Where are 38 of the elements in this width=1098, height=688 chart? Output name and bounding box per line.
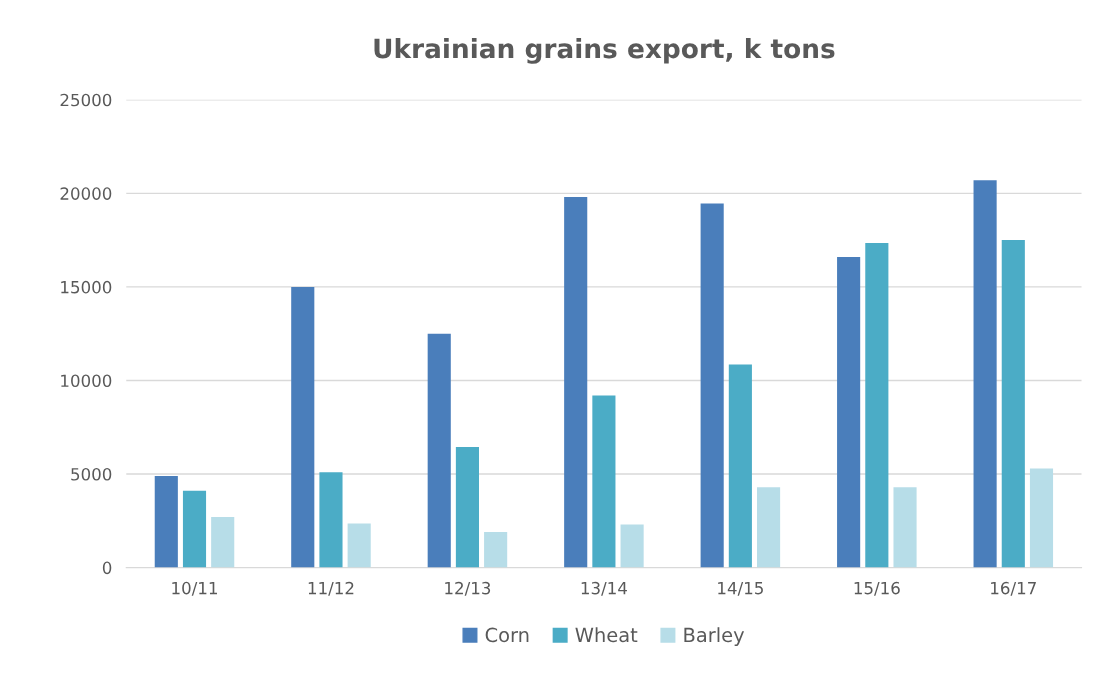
y-tick-label: 20000 xyxy=(60,187,112,200)
bar xyxy=(319,472,343,568)
bar xyxy=(865,242,889,568)
x-tick-label: 11/12 xyxy=(308,581,354,596)
bar xyxy=(182,490,207,568)
bar xyxy=(973,180,997,568)
bar xyxy=(427,333,451,568)
x-tick-label: 14/15 xyxy=(718,582,763,596)
y-tick-label: 25000 xyxy=(60,93,112,107)
bar xyxy=(455,446,479,568)
bar xyxy=(1029,468,1054,568)
bar xyxy=(620,524,644,568)
bar xyxy=(700,203,724,568)
chart-title: Ukrainian grains export, k tons xyxy=(374,38,835,64)
bar xyxy=(757,487,781,568)
legend-label: Barley xyxy=(684,627,745,647)
bar xyxy=(211,517,235,568)
bar xyxy=(564,197,588,568)
y-tick-label: 5000 xyxy=(71,467,112,481)
x-tick-label: 10/11 xyxy=(172,581,217,596)
bar xyxy=(484,532,508,568)
bar xyxy=(291,286,315,568)
y-tick-label: 10000 xyxy=(61,374,112,388)
bar xyxy=(154,475,178,568)
x-tick-label: 13/14 xyxy=(581,581,627,596)
x-tick-label: 12/13 xyxy=(445,581,491,596)
bar xyxy=(347,523,371,568)
x-tick-label: 15/16 xyxy=(854,581,900,596)
bar xyxy=(728,364,752,568)
x-tick-label: 16/17 xyxy=(991,581,1036,596)
bar xyxy=(592,395,616,568)
bar xyxy=(893,487,917,568)
bar xyxy=(1001,240,1025,568)
y-tick-label: 0 xyxy=(102,561,112,575)
bar xyxy=(837,256,861,568)
y-tick-label: 15000 xyxy=(61,280,112,294)
legend-label: Corn xyxy=(485,627,529,643)
legend-label: Wheat xyxy=(575,627,638,643)
